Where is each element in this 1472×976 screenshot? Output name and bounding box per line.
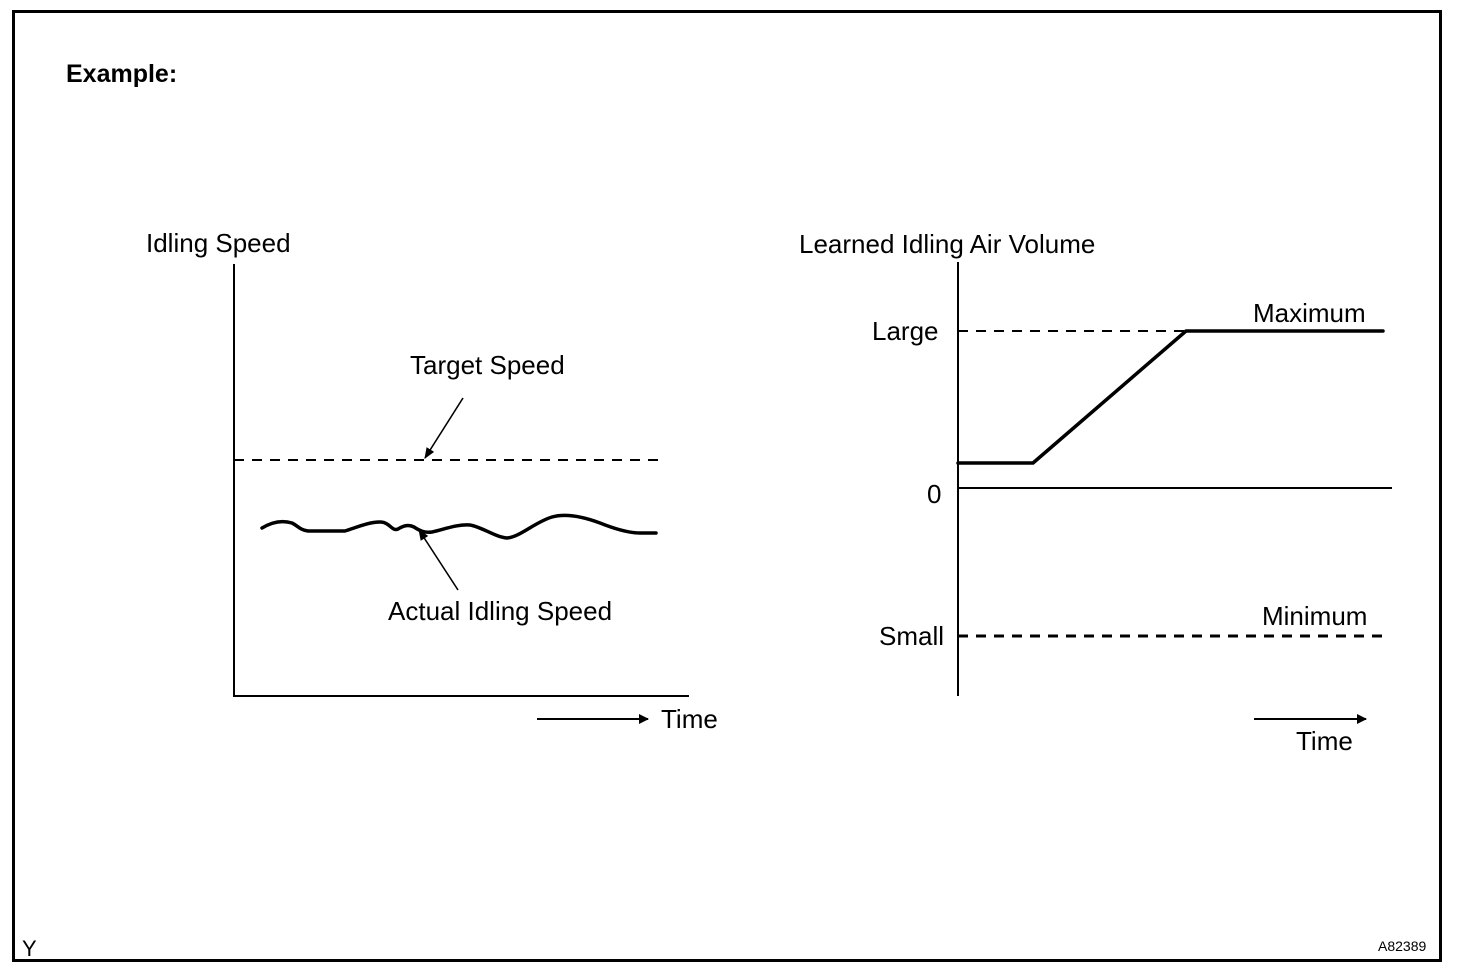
target-speed-leader-arrow [424, 397, 464, 459]
actual-idling-speed-label: Actual Idling Speed [388, 596, 612, 626]
figure-frame [12, 10, 1442, 962]
actual-speed-leader-arrow [418, 529, 459, 591]
figure-code: A82389 [1378, 938, 1426, 954]
right-time-label: Time [1296, 726, 1353, 756]
corner-letter: Y [22, 936, 37, 961]
learned-air-volume-curve [956, 329, 1385, 465]
zero-label: 0 [927, 479, 941, 509]
example-heading: Example: [66, 60, 177, 88]
maximum-label: Maximum [1253, 298, 1366, 328]
target-speed-label: Target Speed [410, 350, 565, 380]
left-time-label: Time [661, 704, 718, 734]
actual-idling-speed-curve [260, 513, 658, 540]
large-label: Large [872, 316, 939, 346]
learned-air-volume-diagram: Learned Idling Air Volume Large 0 Small … [799, 229, 1392, 756]
minimum-label: Minimum [1262, 601, 1367, 631]
idling-speed-axis-label: Idling Speed [146, 228, 291, 258]
learned-air-volume-axis-label: Learned Idling Air Volume [799, 229, 1095, 259]
small-label: Small [879, 621, 944, 651]
idling-speed-diagram: Idling Speed Target Speed Actual Idling … [146, 228, 718, 734]
